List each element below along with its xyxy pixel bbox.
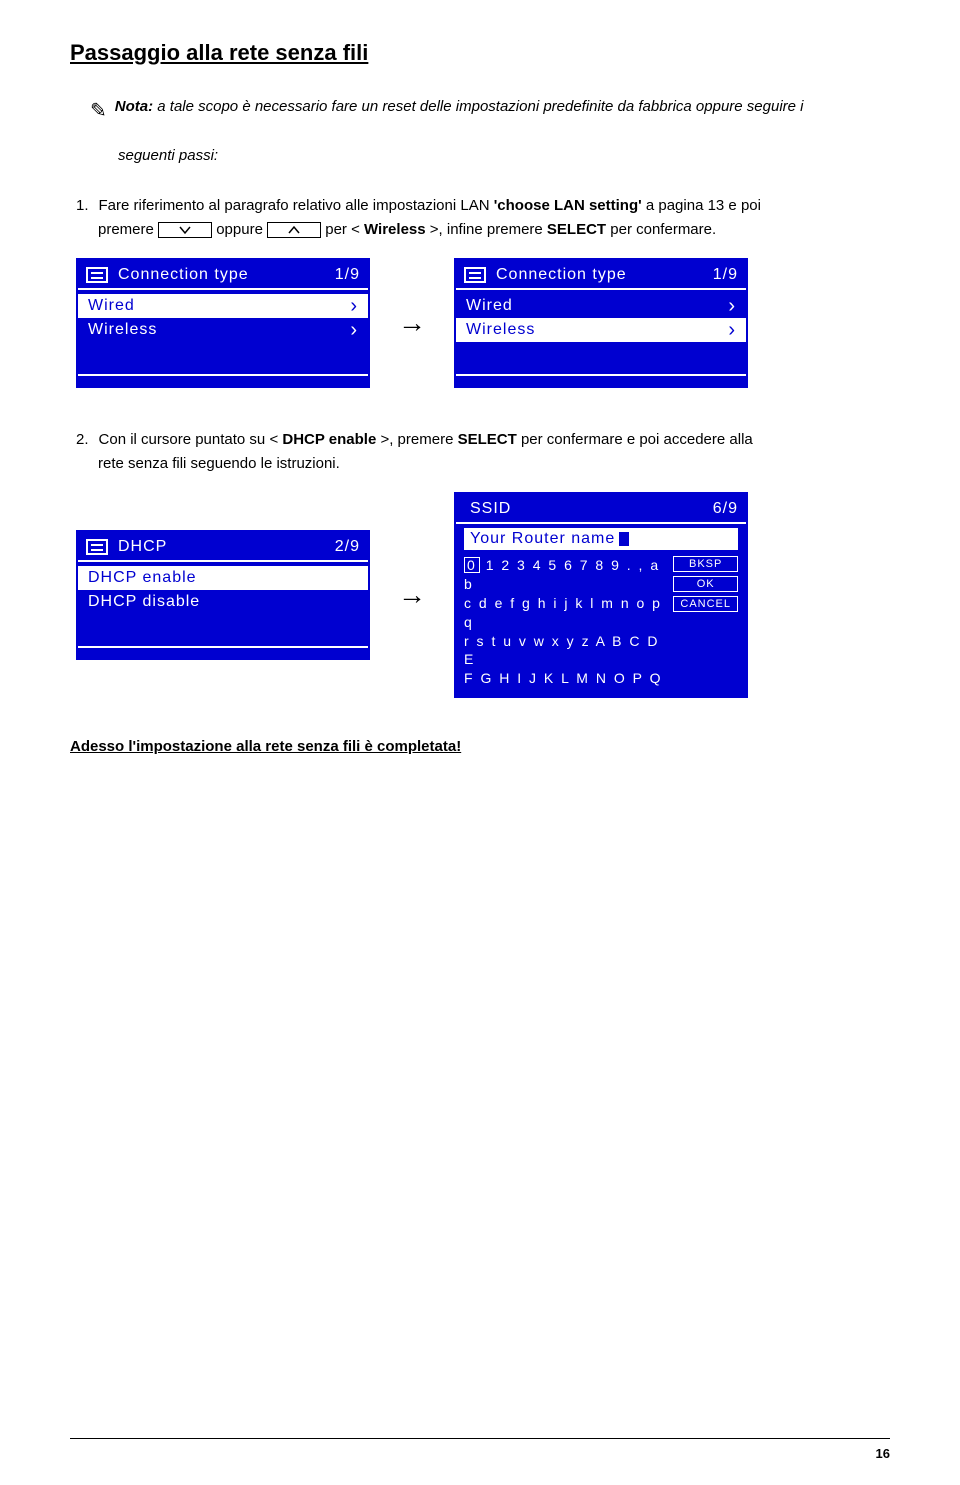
- screen-header-title: Connection type: [118, 266, 335, 284]
- down-key-icon: [158, 222, 212, 238]
- step-1: 1.Fare riferimento al paragrafo relativo…: [70, 194, 890, 242]
- menu-icon: [86, 539, 108, 555]
- screen-header: Connection type 1/9: [78, 260, 368, 290]
- text-cursor-icon: [619, 532, 629, 546]
- line-dhcp-disable[interactable]: DHCP disable: [78, 590, 368, 614]
- step1-screens: Connection type 1/9 Wired› Wireless› → C…: [76, 258, 890, 388]
- line-wireless[interactable]: Wireless›: [78, 318, 368, 342]
- note-body-1: a tale scopo è necessario fare un reset …: [157, 98, 803, 115]
- note-row: ✎ Nota: a tale scopo è necessario fare u…: [70, 96, 890, 123]
- chevron-right-icon: ›: [728, 322, 736, 338]
- screen-header: SSID 6/9: [456, 494, 746, 524]
- screen-header-page: 1/9: [335, 266, 360, 284]
- note-text: Nota: a tale scopo è necessario fare un …: [115, 96, 804, 119]
- chevron-right-icon: ›: [350, 322, 358, 338]
- bksp-button[interactable]: BKSP: [673, 556, 738, 572]
- footer-divider: [70, 1438, 890, 1439]
- ssid-keyboard: 0 1 2 3 4 5 6 7 8 9 . , a b c d e f g h …: [464, 556, 738, 688]
- ok-button[interactable]: OK: [673, 576, 738, 592]
- screen-header: DHCP 2/9: [78, 532, 368, 562]
- line-dhcp-enable[interactable]: DHCP enable: [78, 566, 368, 590]
- step2-screens: DHCP 2/9 DHCP enable DHCP disable → SSID…: [76, 492, 890, 698]
- step-2: 2.Con il cursore puntato su < DHCP enabl…: [70, 428, 890, 476]
- screen-header-title: SSID: [470, 500, 713, 518]
- page-title: Passaggio alla rete senza fili: [70, 40, 890, 66]
- screen-connection-right: Connection type 1/9 Wired› Wireless›: [454, 258, 748, 388]
- ssid-side-buttons: BKSP OK CANCEL: [673, 556, 738, 688]
- menu-icon: [464, 267, 486, 283]
- chevron-right-icon: ›: [350, 298, 358, 314]
- screen-header-page: 6/9: [713, 500, 738, 518]
- page-number: 16: [876, 1446, 890, 1461]
- step-2-num: 2.: [76, 431, 89, 448]
- menu-icon: [86, 267, 108, 283]
- cancel-button[interactable]: CANCEL: [673, 596, 738, 612]
- note-body-2: seguenti passi:: [70, 147, 890, 164]
- screen-dhcp: DHCP 2/9 DHCP enable DHCP disable: [76, 530, 370, 660]
- screen-body: Wired› Wireless›: [456, 290, 746, 376]
- screen-ssid: SSID 6/9 Your Router name 0 1 2 3 4 5 6 …: [454, 492, 748, 698]
- line-wireless[interactable]: Wireless›: [456, 318, 746, 342]
- completion-text: Adesso l'impostazione alla rete senza fi…: [70, 738, 890, 755]
- step-1-num: 1.: [76, 197, 89, 214]
- screen-header-page: 1/9: [713, 266, 738, 284]
- arrow-right-icon: →: [398, 307, 426, 339]
- screen-header-title: DHCP: [118, 538, 335, 556]
- screen-connection-left: Connection type 1/9 Wired› Wireless›: [76, 258, 370, 388]
- screen-header-title: Connection type: [496, 266, 713, 284]
- screen-body: DHCP enable DHCP disable: [78, 562, 368, 648]
- ssid-input[interactable]: Your Router name: [464, 528, 738, 550]
- arrow-right-icon: →: [398, 579, 426, 611]
- line-wired[interactable]: Wired›: [78, 294, 368, 318]
- up-key-icon: [267, 222, 321, 238]
- hand-write-icon: ✎: [90, 98, 107, 123]
- ssid-body: Your Router name 0 1 2 3 4 5 6 7 8 9 . ,…: [456, 524, 746, 696]
- chevron-right-icon: ›: [728, 298, 736, 314]
- line-wired[interactable]: Wired›: [456, 294, 746, 318]
- screen-header: Connection type 1/9: [456, 260, 746, 290]
- note-label: Nota:: [115, 98, 153, 115]
- char-0-boxed[interactable]: 0: [464, 557, 480, 573]
- screen-body: Wired› Wireless›: [78, 290, 368, 376]
- ssid-char-grid[interactable]: 0 1 2 3 4 5 6 7 8 9 . , a b c d e f g h …: [464, 556, 665, 688]
- screen-header-page: 2/9: [335, 538, 360, 556]
